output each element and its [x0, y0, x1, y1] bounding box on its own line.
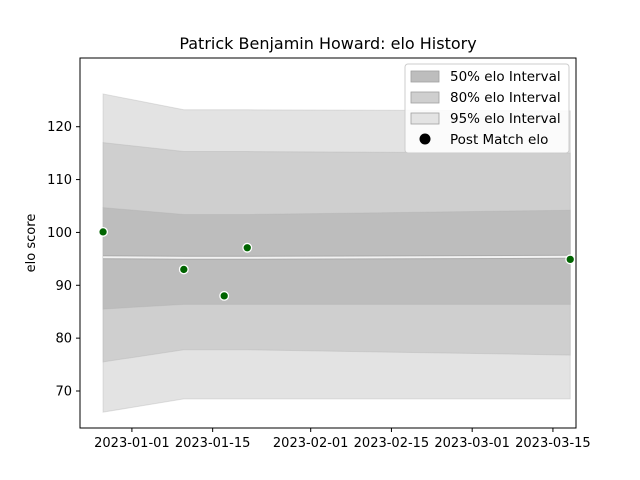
y-tick-label: 70 — [55, 385, 72, 400]
legend-label-50-elo-interval: 50% elo Interval — [450, 69, 561, 85]
legend-box — [404, 63, 570, 154]
legend-swatch-95-elo-interval — [410, 112, 440, 125]
y-axis: 70 80 90 100 110 120 — [47, 120, 80, 400]
data-point — [242, 242, 253, 253]
legend-swatch-80-elo-interval — [410, 91, 440, 104]
x-tick-label: 2023-01-01 — [94, 436, 170, 451]
x-axis: 2023-01-01 2023-01-15 2023-02-01 2023-02-15… — [94, 428, 591, 451]
post-match-points — [98, 226, 576, 301]
data-point — [98, 226, 109, 237]
legend-swatch-50-elo-interval — [410, 70, 440, 83]
legend: 50% elo Interval 80% elo Interval 95% elo … — [404, 63, 570, 154]
chart-title: Patrick Benjamin Howard: elo History — [179, 34, 476, 53]
y-tick-label: 90 — [55, 279, 72, 294]
legend-marker-post-match-elo — [419, 133, 431, 145]
legend-label-80-elo-interval: 80% elo Interval — [450, 90, 561, 106]
data-point — [178, 264, 189, 275]
x-tick-label: 2023-03-01 — [434, 436, 510, 451]
x-tick-label: 2023-03-15 — [515, 436, 591, 451]
y-axis-label: elo score — [24, 214, 39, 273]
mean-line — [103, 254, 571, 260]
data-point — [219, 290, 230, 301]
x-tick-label: 2023-01-15 — [175, 436, 251, 451]
data-point — [565, 254, 576, 265]
legend-label-post-match-elo: Post Match elo — [450, 132, 548, 148]
plot-frame — [79, 57, 577, 429]
x-tick-label: 2023-02-01 — [273, 436, 349, 451]
mean-line-path — [103, 255, 571, 259]
y-tick-label: 120 — [47, 120, 72, 135]
y-tick-label: 80 — [55, 332, 72, 347]
legend-label-95-elo-interval: 95% elo Interval — [450, 111, 561, 127]
y-tick-label: 100 — [47, 226, 72, 241]
x-tick-label: 2023-02-15 — [354, 436, 430, 451]
y-tick-label: 110 — [47, 173, 72, 188]
